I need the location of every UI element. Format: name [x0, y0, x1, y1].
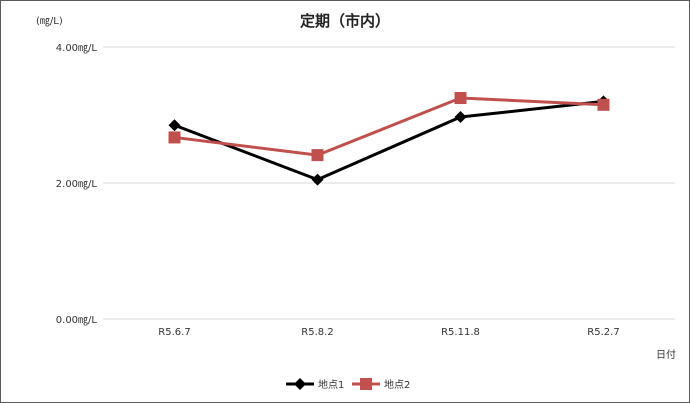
- legend-label: 地点1: [318, 378, 344, 391]
- series-2: [168, 92, 610, 162]
- data-point: [168, 119, 181, 132]
- y-tick-label: 2.00㎎/L: [56, 179, 98, 190]
- x-tick-label: R5.11.8: [441, 327, 480, 338]
- x-axis-label: 日付: [656, 348, 676, 361]
- legend-label: 地点2: [384, 378, 410, 391]
- y-tick-label: 4.00㎎/L: [56, 43, 98, 54]
- legend-item-2: 地点2: [352, 378, 410, 391]
- x-tick-label: R5.8.2: [301, 327, 333, 338]
- legend-item-1: 地点1: [286, 378, 344, 391]
- y-tick-label: 0.00㎎/L: [56, 315, 98, 326]
- y-axis-unit-label: (㎎/L): [36, 16, 63, 27]
- data-point: [311, 173, 324, 186]
- data-point: [168, 131, 181, 144]
- chart-title: 定期（市内）: [300, 12, 390, 30]
- data-point: [597, 98, 610, 111]
- series-1: [168, 95, 610, 186]
- data-point: [454, 92, 467, 104]
- series-line: [173, 99, 604, 182]
- x-tick-label: R5.2.7: [587, 327, 619, 338]
- legend-marker: [360, 378, 372, 390]
- series-line: [174, 96, 604, 157]
- data-point: [454, 111, 467, 124]
- legend-marker: [294, 378, 306, 390]
- data-point: [311, 149, 324, 162]
- x-tick-label: R5.6.7: [158, 327, 190, 338]
